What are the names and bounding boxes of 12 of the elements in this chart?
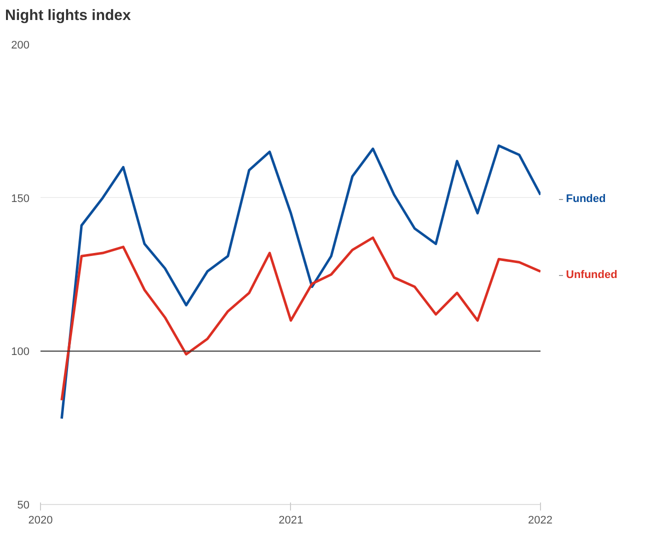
chart-title: Night lights index [5,7,131,24]
line-series [60,236,540,402]
x-tick-label: 2020 [28,514,53,526]
x-tick-label: 2021 [278,514,304,526]
text: Funded [565,192,606,207]
y-tick-label: 150 [11,192,30,205]
text: Unfunded [565,268,618,283]
y-tick-label: 50 [17,500,30,512]
x-tick-label: 2022 [528,514,553,526]
y-tick-label: 100 [11,346,30,358]
line-series [60,144,540,420]
y-tick-label: 200 [11,40,30,52]
